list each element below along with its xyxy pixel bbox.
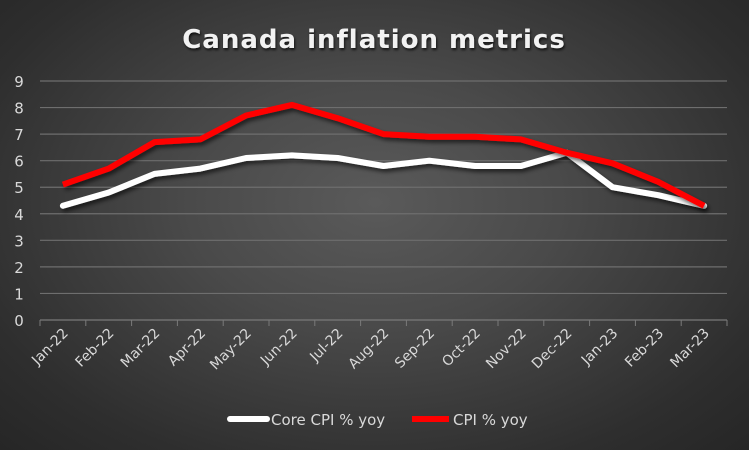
y-tick-label: 8 — [14, 100, 24, 118]
series-lines — [63, 105, 704, 206]
legend: Core CPI % yoy CPI % yoy — [230, 411, 528, 429]
legend-label-cpi: CPI % yoy — [453, 411, 528, 429]
x-tick-label: Feb-22 — [73, 326, 118, 371]
y-tick-label: 3 — [14, 232, 24, 250]
y-tick-label: 7 — [14, 126, 24, 144]
y-axis-ticks: 0 1 2 3 4 5 6 7 8 9 — [14, 73, 24, 330]
x-tick-label: Jun-22 — [257, 326, 301, 370]
x-tick-label: Feb-23 — [622, 326, 667, 371]
series-cpi — [63, 105, 704, 206]
y-tick-label: 2 — [14, 259, 24, 277]
x-tick-label: Dec-22 — [529, 326, 576, 373]
y-tick-label: 5 — [14, 179, 24, 197]
x-tick-label: Jan-22 — [28, 326, 71, 369]
y-tick-label: 4 — [14, 206, 24, 224]
x-tick-label: Mar-22 — [118, 326, 164, 372]
legend-item-core-cpi: Core CPI % yoy — [230, 411, 385, 429]
y-tick-label: 0 — [14, 312, 24, 330]
legend-label-core-cpi: Core CPI % yoy — [271, 411, 385, 429]
y-tick-label: 1 — [14, 285, 24, 303]
x-tick-label: Jul-22 — [306, 326, 346, 366]
x-tick-label: Jan-23 — [578, 326, 621, 369]
x-tick-label: Sep-22 — [392, 326, 438, 372]
series-line — [63, 105, 704, 206]
x-tick-label: Nov-22 — [483, 326, 530, 373]
x-tick-label: May-22 — [207, 326, 255, 374]
y-tick-label: 6 — [14, 153, 24, 171]
x-tick-label: Oct-22 — [439, 326, 484, 371]
x-tick-label: Aug-22 — [346, 326, 393, 373]
x-axis — [40, 320, 727, 326]
legend-item-cpi: CPI % yoy — [412, 411, 528, 429]
x-tick-label: Apr-22 — [165, 326, 209, 370]
y-tick-label: 9 — [14, 73, 24, 91]
chart-title: Canada inflation metrics — [182, 25, 566, 55]
x-tick-label: Mar-23 — [667, 326, 713, 372]
